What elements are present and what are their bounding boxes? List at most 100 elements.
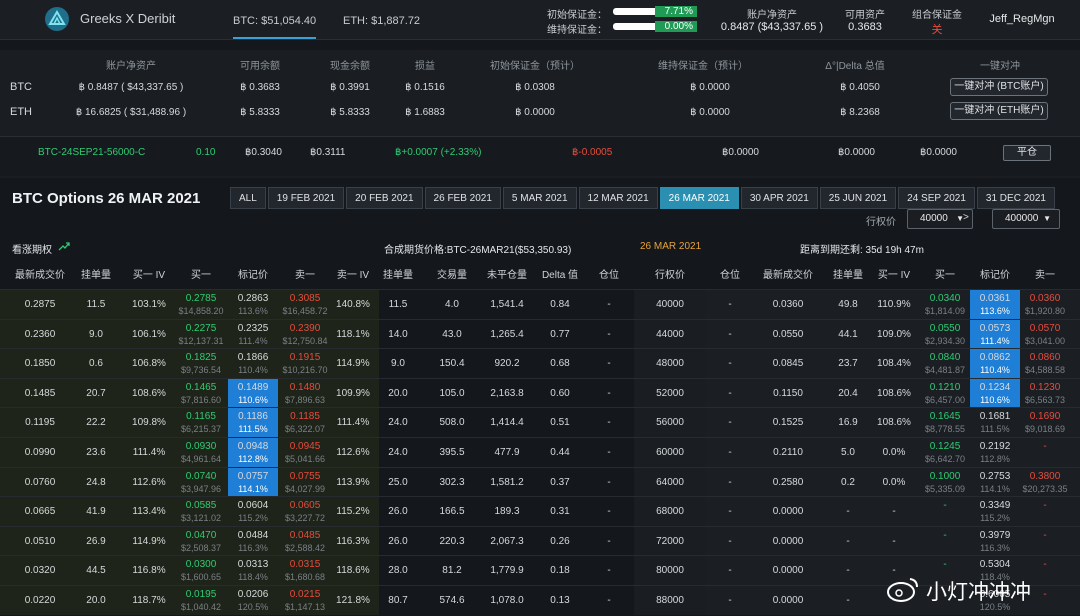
call-open-interest[interactable]: 2,163.8 <box>480 388 534 400</box>
call-open-interest[interactable]: 1,265.4 <box>480 329 534 341</box>
call-volume[interactable]: 166.5 <box>424 506 480 518</box>
call-bid-iv[interactable]: 103.1% <box>124 299 174 311</box>
call-ask-iv[interactable]: 111.4% <box>330 417 376 429</box>
call-bid-iv[interactable]: 109.8% <box>124 417 174 429</box>
put-bid-iv[interactable]: - <box>868 506 920 518</box>
call-open-interest[interactable]: 477.9 <box>480 447 534 459</box>
call-last[interactable]: 0.0665 <box>4 506 76 518</box>
put-bid-iv[interactable]: 109.0% <box>868 329 920 341</box>
put-position[interactable]: - <box>708 417 752 429</box>
position-instrument[interactable]: BTC-24SEP21-56000-C <box>38 147 146 158</box>
strike[interactable]: 48000 <box>634 358 706 370</box>
put-bid[interactable]: 0.0340 $1,814.09 <box>920 293 970 317</box>
call-bid[interactable]: 0.2785 $14,858.20 <box>176 293 226 317</box>
call-last[interactable]: 0.1485 <box>4 388 76 400</box>
call-open-interest[interactable]: 1,779.9 <box>480 565 534 577</box>
put-mark[interactable]: 0.0361 113.6% <box>970 293 1020 317</box>
call-bid-size[interactable]: 9.0 <box>76 329 116 341</box>
call-mark[interactable]: 0.0484 116.3% <box>228 530 278 554</box>
call-ask-iv[interactable]: 115.2% <box>330 506 376 518</box>
put-position[interactable]: - <box>708 329 752 341</box>
put-last[interactable]: 0.0000 <box>752 595 824 607</box>
put-mark[interactable]: 0.3979 116.3% <box>970 530 1020 554</box>
call-open-interest[interactable]: 920.2 <box>480 358 534 370</box>
call-bid-size[interactable]: 11.5 <box>76 299 116 311</box>
put-bid[interactable]: - <box>920 559 970 571</box>
call-bid[interactable]: 0.0300 $1,600.65 <box>176 559 226 583</box>
call-bid[interactable]: 0.0740 $3,947.96 <box>176 471 226 495</box>
put-position[interactable]: - <box>708 477 752 489</box>
call-ask-iv[interactable]: 118.6% <box>330 565 376 577</box>
tab-btc[interactable]: BTC: $51,054.40 <box>233 15 317 39</box>
put-bid-size[interactable]: 16.9 <box>826 417 870 429</box>
put-position[interactable]: - <box>708 358 752 370</box>
call-delta[interactable]: 0.68 <box>536 358 584 370</box>
strike[interactable]: 88000 <box>634 595 706 607</box>
expiry-tab[interactable]: 24 SEP 2021 <box>898 187 975 209</box>
call-volume[interactable]: 43.0 <box>424 329 480 341</box>
call-ask[interactable]: 0.1915 $10,216.70 <box>280 352 330 376</box>
put-bid[interactable]: - <box>920 589 970 601</box>
call-bid-size[interactable]: 41.9 <box>76 506 116 518</box>
call-bid-size[interactable]: 22.2 <box>76 417 116 429</box>
call-ask[interactable]: 0.1480 $7,896.63 <box>280 382 330 406</box>
put-position[interactable]: - <box>708 536 752 548</box>
put-bid-iv[interactable]: 108.6% <box>868 417 920 429</box>
strike[interactable]: 68000 <box>634 506 706 518</box>
put-bid[interactable]: - <box>920 500 970 512</box>
put-mark[interactable]: 0.0573 111.4% <box>970 323 1020 347</box>
call-last[interactable]: 0.0990 <box>4 447 76 459</box>
put-ask[interactable]: 0.3800 $20,273.35 <box>1020 471 1070 495</box>
strike[interactable]: 56000 <box>634 417 706 429</box>
put-bid-iv[interactable]: - <box>868 565 920 577</box>
call-mark[interactable]: 0.2863 113.6% <box>228 293 278 317</box>
put-bid-iv[interactable]: 108.4% <box>868 358 920 370</box>
strike[interactable]: 64000 <box>634 477 706 489</box>
expiry-tab[interactable]: 26 FEB 2021 <box>424 187 501 209</box>
call-volume[interactable]: 574.6 <box>424 595 480 607</box>
call-volume[interactable]: 508.0 <box>424 417 480 429</box>
put-ask[interactable]: 0.0570 $3,041.00 <box>1020 323 1070 347</box>
call-ask[interactable]: 0.0605 $3,227.72 <box>280 500 330 524</box>
call-delta[interactable]: 0.44 <box>536 447 584 459</box>
call-bid[interactable]: 0.1465 $7,816.60 <box>176 382 226 406</box>
call-bid[interactable]: 0.2275 $12,137.31 <box>176 323 226 347</box>
call-mark[interactable]: 0.0757 114.1% <box>228 471 278 495</box>
call-mark[interactable]: 0.1866 110.4% <box>228 352 278 376</box>
call-bid-iv[interactable]: 114.9% <box>124 536 174 548</box>
put-bid-size[interactable]: - <box>826 536 870 548</box>
call-volume[interactable]: 220.3 <box>424 536 480 548</box>
call-ask[interactable]: 0.0215 $1,147.13 <box>280 589 330 613</box>
call-mark[interactable]: 0.0948 112.8% <box>228 441 278 465</box>
expiry-tab[interactable]: ALL <box>230 187 266 209</box>
call-volume[interactable]: 395.5 <box>424 447 480 459</box>
call-ask-size[interactable]: 24.0 <box>378 417 418 429</box>
put-last[interactable]: 0.0360 <box>752 299 824 311</box>
put-ask[interactable]: - <box>1020 530 1070 542</box>
call-bid-iv[interactable]: 106.8% <box>124 358 174 370</box>
expiry-tab[interactable]: 25 JUN 2021 <box>819 187 897 209</box>
tab-eth[interactable]: ETH: $1,887.72 <box>343 15 421 27</box>
call-last[interactable]: 0.0220 <box>4 595 76 607</box>
call-open-interest[interactable]: 189.3 <box>480 506 534 518</box>
put-bid-iv[interactable]: 108.6% <box>868 388 920 400</box>
call-bid[interactable]: 0.0585 $3,121.02 <box>176 500 226 524</box>
put-last[interactable]: 0.0000 <box>752 506 824 518</box>
call-bid-iv[interactable]: 108.6% <box>124 388 174 400</box>
call-ask[interactable]: 0.0945 $5,041.66 <box>280 441 330 465</box>
call-bid-iv[interactable]: 112.6% <box>124 477 174 489</box>
put-last[interactable]: 0.2580 <box>752 477 824 489</box>
put-ask[interactable]: 0.1230 $6,563.73 <box>1020 382 1070 406</box>
strike[interactable]: 40000 <box>634 299 706 311</box>
call-open-interest[interactable]: 1,581.2 <box>480 477 534 489</box>
put-bid[interactable]: 0.1645 $8,778.55 <box>920 411 970 435</box>
call-bid[interactable]: 0.0470 $2,508.37 <box>176 530 226 554</box>
strike-from-select[interactable]: 40000 ▼ <box>907 209 973 229</box>
close-position-button[interactable]: 平仓 <box>1003 145 1051 161</box>
call-ask-size[interactable]: 25.0 <box>378 477 418 489</box>
call-ask-size[interactable]: 20.0 <box>378 388 418 400</box>
call-position[interactable]: - <box>586 536 632 548</box>
call-ask[interactable]: 0.0755 $4,027.99 <box>280 471 330 495</box>
call-mark[interactable]: 0.0313 118.4% <box>228 559 278 583</box>
call-ask[interactable]: 0.3085 $16,458.72 <box>280 293 330 317</box>
